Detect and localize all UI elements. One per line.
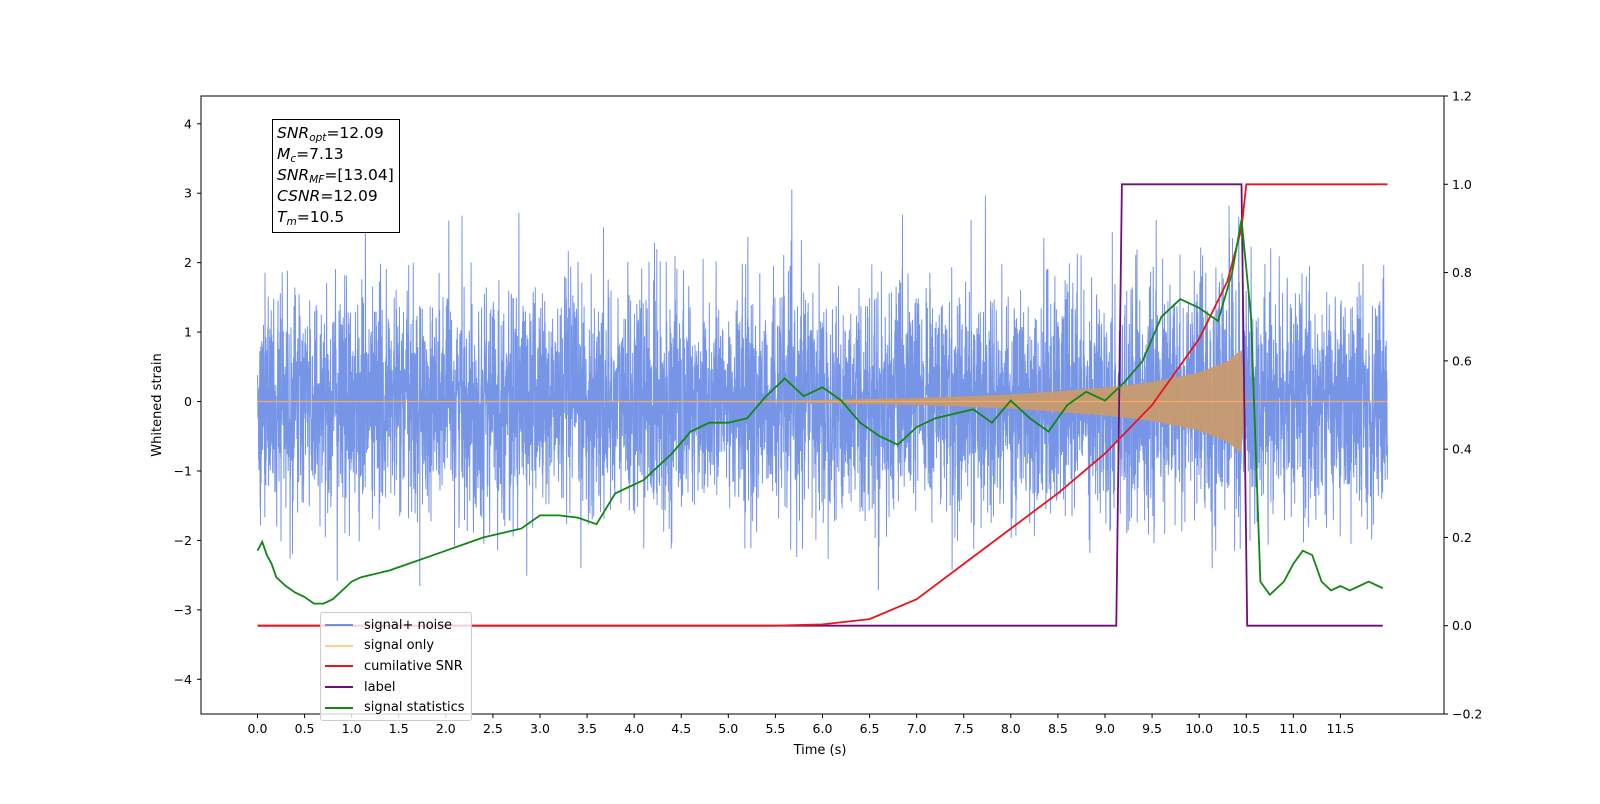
x-tick-label: 10.0	[1185, 721, 1213, 736]
y-tick-label: 1	[184, 325, 192, 340]
legend-label: label	[364, 679, 396, 695]
y2-tick-label: 0.0	[1452, 618, 1472, 633]
annotation-symbol: M	[277, 145, 291, 163]
annotation-symbol: CSNR	[277, 187, 321, 205]
y2-tick-label: 0.2	[1452, 530, 1472, 545]
legend-entry: signal statistics	[325, 697, 465, 718]
series-signal-noise	[257, 189, 1388, 591]
annotation-line: Tm=10.5	[277, 207, 394, 228]
y-tick-label: −2	[174, 533, 192, 548]
series-signal-statistics	[256, 219, 1384, 605]
y2-tick-label: 0.8	[1452, 265, 1472, 280]
x-tick-label: 9.0	[1095, 721, 1115, 736]
x-axis-ticks: 0.0 0.5 1.0 1.5 2.0 2.5 3.0 3.5 4.0 4.5 5.0 5.5 6.0 6…	[248, 714, 1354, 736]
annotation-line: SNRopt=12.09	[277, 123, 394, 144]
y-tick-label: −4	[174, 672, 192, 687]
x-tick-label: 0.5	[295, 721, 315, 736]
x-tick-label: 7.5	[954, 721, 974, 736]
series-label	[257, 183, 1383, 627]
legend-swatch	[325, 624, 353, 627]
legend-label: signal statistics	[364, 700, 465, 716]
y-tick-label: 0	[184, 394, 192, 409]
y2-tick-label: 0.4	[1452, 442, 1472, 457]
annotation-symbol: SNR	[277, 124, 310, 142]
series-cumilative-snr	[257, 183, 1388, 627]
x-tick-label: 10.5	[1232, 721, 1260, 736]
x-tick-label: 1.5	[389, 721, 409, 736]
y2-tick-label: 0.6	[1452, 353, 1472, 368]
legend-swatch	[325, 706, 353, 709]
x-tick-label: 0.0	[248, 721, 268, 736]
annotation-value: =12.09	[320, 187, 378, 205]
x-tick-label: 3.0	[530, 721, 550, 736]
series-layer	[256, 183, 1388, 627]
x-tick-label: 11.0	[1279, 721, 1307, 736]
legend-label: signal only	[364, 638, 435, 654]
x-tick-label: 2.5	[483, 721, 503, 736]
annotation-subscript: opt	[309, 132, 327, 144]
annotation-line: CSNR=12.09	[277, 186, 394, 207]
annotation-value: =12.09	[326, 124, 384, 142]
legend-entry: cumilative SNR	[325, 656, 465, 677]
x-tick-label: 7.0	[907, 721, 927, 736]
x-tick-label: 4.5	[671, 721, 691, 736]
legend-swatch	[325, 644, 353, 647]
x-tick-label: 4.0	[624, 721, 644, 736]
annotation-line: SNRMF=[13.04]	[277, 165, 394, 186]
legend-entry: signal+ noise	[325, 615, 465, 636]
y-tick-label: −3	[174, 602, 192, 617]
y-axis-ticks: 4 3 2 1 0 −1 −2 −3 −4	[174, 116, 201, 687]
annotation-value: =7.13	[296, 145, 344, 163]
legend-entry: label	[325, 677, 465, 698]
y2-tick-label: −0.2	[1452, 707, 1482, 722]
y2-tick-label: 1.0	[1452, 177, 1472, 192]
legend: signal+ noise signal only cumilative SNR la…	[320, 612, 472, 721]
annotation-subscript: m	[286, 216, 297, 228]
legend-label: signal+ noise	[364, 617, 453, 633]
legend-label: cumilative SNR	[364, 658, 463, 674]
y2-axis-ticks: 1.2 1.0 0.8 0.6 0.4 0.2 0.0 −0.2	[1444, 89, 1482, 722]
x-axis-label: Time (s)	[793, 743, 847, 758]
annotation-symbol: T	[277, 208, 287, 226]
annotation-line: Mc=7.13	[277, 144, 394, 165]
annotation-subscript: c	[290, 153, 297, 165]
x-tick-label: 11.5	[1326, 721, 1354, 736]
legend-entry: signal only	[325, 636, 465, 657]
x-tick-label: 8.0	[1001, 721, 1021, 736]
x-tick-label: 1.0	[342, 721, 362, 736]
legend-swatch	[325, 665, 353, 668]
annotation-symbol: SNR	[277, 166, 310, 184]
y-tick-label: −1	[174, 463, 192, 478]
x-tick-label: 3.5	[577, 721, 597, 736]
x-tick-label: 8.5	[1048, 721, 1068, 736]
annotation-subscript: MF	[309, 174, 325, 186]
annotation-value: =[13.04]	[324, 166, 394, 184]
annotation-value: =10.5	[296, 208, 345, 226]
x-tick-label: 6.5	[860, 721, 880, 736]
x-tick-label: 2.0	[436, 721, 456, 736]
y-tick-label: 4	[184, 116, 192, 131]
x-tick-label: 5.0	[718, 721, 738, 736]
x-tick-label: 9.5	[1142, 721, 1162, 736]
metrics-annotation-box: SNRopt=12.09 Mc=7.13 SNRMF=[13.04] CSNR=12.…	[272, 119, 400, 233]
y-axis-label: Whitened strain	[150, 353, 165, 456]
x-tick-label: 6.0	[813, 721, 833, 736]
y-tick-label: 3	[184, 186, 192, 201]
x-tick-label: 5.5	[765, 721, 785, 736]
y2-tick-label: 1.2	[1452, 89, 1472, 104]
legend-swatch	[325, 686, 353, 689]
y-tick-label: 2	[184, 255, 192, 270]
